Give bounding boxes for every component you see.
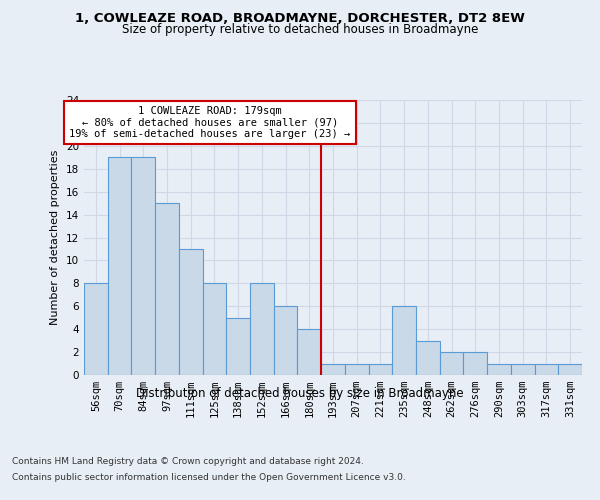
Text: Contains HM Land Registry data © Crown copyright and database right 2024.: Contains HM Land Registry data © Crown c… <box>12 458 364 466</box>
Text: Contains public sector information licensed under the Open Government Licence v3: Contains public sector information licen… <box>12 472 406 482</box>
Bar <box>440 352 463 375</box>
Text: Size of property relative to detached houses in Broadmayne: Size of property relative to detached ho… <box>122 24 478 36</box>
Bar <box>558 364 582 375</box>
Bar <box>179 249 203 375</box>
Bar <box>416 340 440 375</box>
Text: 1, COWLEAZE ROAD, BROADMAYNE, DORCHESTER, DT2 8EW: 1, COWLEAZE ROAD, BROADMAYNE, DORCHESTER… <box>75 12 525 26</box>
Bar <box>274 306 298 375</box>
Bar <box>535 364 558 375</box>
Bar <box>131 158 155 375</box>
Bar <box>487 364 511 375</box>
Bar <box>155 203 179 375</box>
Bar <box>463 352 487 375</box>
Y-axis label: Number of detached properties: Number of detached properties <box>50 150 61 325</box>
Bar <box>108 158 131 375</box>
Bar <box>203 284 226 375</box>
Bar <box>345 364 368 375</box>
Bar <box>392 306 416 375</box>
Bar <box>298 329 321 375</box>
Bar <box>368 364 392 375</box>
Bar <box>511 364 535 375</box>
Text: 1 COWLEAZE ROAD: 179sqm
← 80% of detached houses are smaller (97)
19% of semi-de: 1 COWLEAZE ROAD: 179sqm ← 80% of detache… <box>69 106 350 139</box>
Bar <box>321 364 345 375</box>
Text: Distribution of detached houses by size in Broadmayne: Distribution of detached houses by size … <box>136 388 464 400</box>
Bar <box>84 284 108 375</box>
Bar <box>250 284 274 375</box>
Bar <box>226 318 250 375</box>
